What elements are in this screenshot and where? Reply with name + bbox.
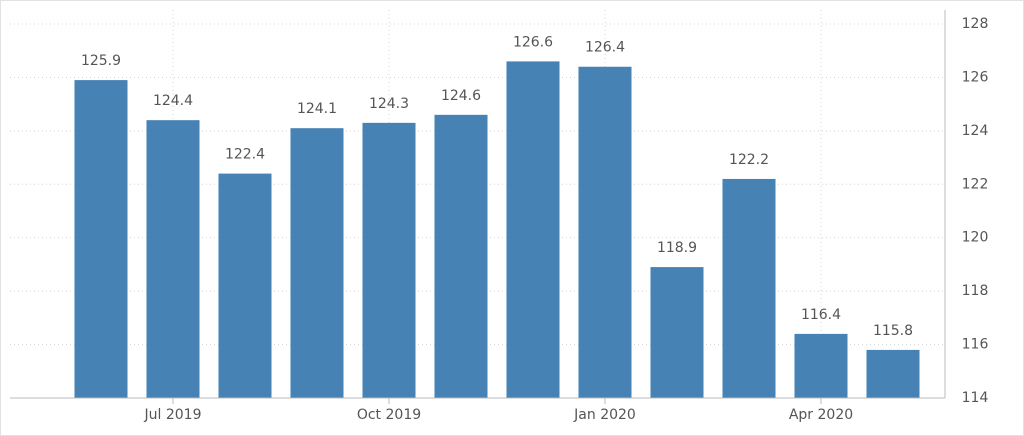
x-tick-label: Oct 2019: [357, 407, 421, 423]
y-tick-label: 116: [962, 337, 989, 353]
bar: [218, 173, 272, 398]
data-label: 126.4: [585, 40, 625, 56]
bar: [146, 120, 200, 399]
data-label: 124.1: [297, 101, 337, 117]
data-label: 124.6: [441, 88, 481, 104]
data-label: 124.4: [153, 93, 193, 109]
bar: [506, 61, 560, 399]
y-tick-label: 114: [962, 390, 989, 406]
y-tick-label: 126: [962, 69, 989, 85]
data-label: 122.4: [225, 147, 265, 163]
y-tick-label: 124: [962, 123, 989, 139]
data-label: 122.2: [729, 152, 769, 168]
bar: [362, 122, 416, 398]
bar: [650, 267, 704, 398]
bar: [578, 66, 632, 398]
data-label: 125.9: [81, 53, 121, 69]
bar: [434, 114, 488, 398]
bar: [74, 80, 128, 398]
bar: [290, 128, 344, 398]
x-tick-label: Jul 2019: [144, 407, 202, 423]
x-tick-label: Jan 2020: [573, 407, 636, 423]
y-tick-label: 128: [962, 16, 989, 32]
data-label: 116.4: [801, 307, 841, 323]
data-label: 126.6: [513, 34, 553, 50]
x-tick-label: Apr 2020: [789, 407, 853, 423]
data-label: 115.8: [873, 323, 913, 339]
bar: [794, 333, 848, 398]
y-tick-label: 120: [962, 230, 989, 246]
bar: [866, 349, 920, 398]
data-label: 124.3: [369, 96, 409, 112]
data-label: 118.9: [657, 240, 697, 256]
y-tick-label: 122: [962, 176, 989, 192]
bar: [722, 178, 776, 398]
y-tick-label: 118: [962, 283, 989, 299]
